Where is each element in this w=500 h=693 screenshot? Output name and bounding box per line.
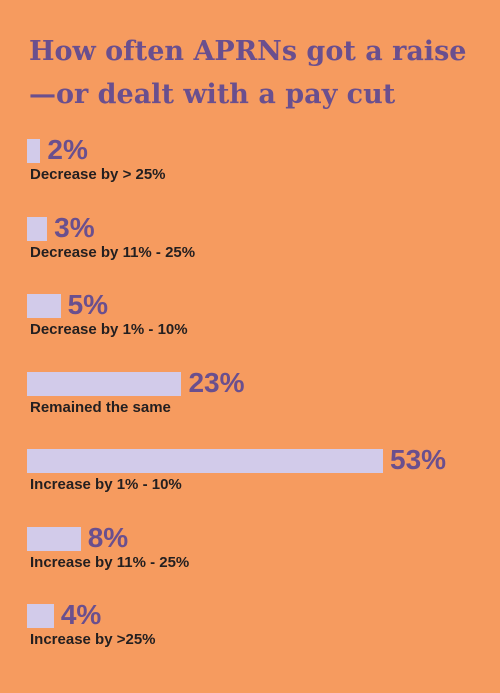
chart-row: 3% Decrease by 11% - 25%	[0, 212, 500, 267]
data-label: 53%	[390, 444, 447, 475]
data-label: 4%	[60, 599, 102, 630]
category-label: Increase by 11% - 25%	[30, 553, 190, 571]
chart-row: 53% Increase by 1% - 10%	[0, 445, 500, 499]
chart-title: How often APRNs got a raise—or dealt wit…	[29, 36, 467, 110]
category-label: Remained the same	[30, 398, 171, 416]
bar	[27, 449, 383, 473]
category-label: Increase by 1% - 10%	[30, 476, 182, 493]
bar	[27, 526, 81, 551]
bar	[27, 139, 41, 163]
data-label: 2%	[47, 134, 88, 165]
chart-row: 4% Increase by >25%	[0, 600, 500, 654]
category-label: Increase by >25%	[30, 631, 156, 648]
chart-row: 23% Remained the same	[0, 367, 500, 422]
bar	[27, 294, 61, 318]
data-label: 23%	[188, 366, 245, 398]
data-label: 3%	[54, 211, 95, 243]
chart-row: 2% Decrease by > 25%	[0, 135, 500, 189]
data-label: 5%	[67, 289, 109, 320]
bar	[27, 216, 48, 241]
category-label: Decrease by > 25%	[30, 166, 166, 183]
data-label: 8%	[87, 521, 129, 553]
chart-row: 5% Decrease by 1% - 10%	[0, 290, 500, 344]
chart-row: 8% Increase by 11% - 25%	[0, 522, 500, 577]
bar	[27, 604, 54, 628]
bar	[27, 371, 182, 396]
category-label: Decrease by 11% - 25%	[30, 243, 196, 261]
category-label: Decrease by 1% - 10%	[30, 321, 188, 338]
